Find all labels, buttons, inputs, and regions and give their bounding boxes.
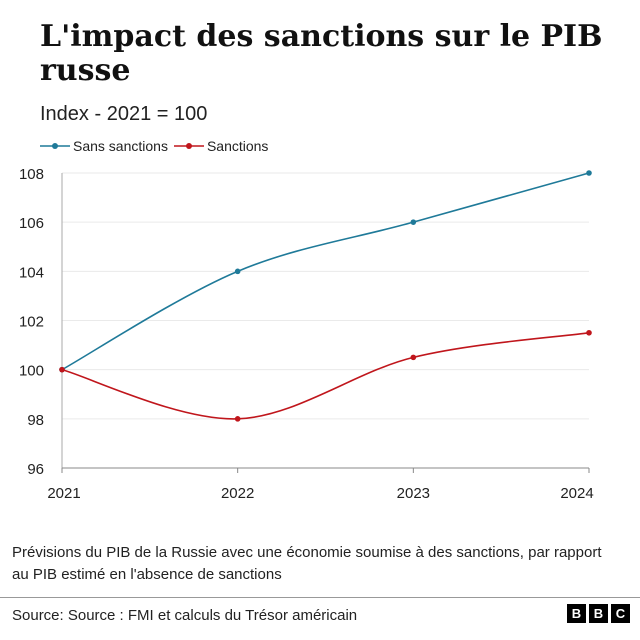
data-point [410, 354, 417, 361]
y-tick-label: 98 [27, 412, 44, 429]
x-tick-label: 2024 [560, 485, 593, 502]
legend-label: Sanctions [206, 138, 269, 154]
chart-title: L'impact des sanctions sur le PIB russe [40, 19, 603, 88]
logo-letter: C [611, 604, 630, 623]
y-tick-label: 108 [19, 166, 44, 183]
legend-item-sanctions: Sanctions [173, 138, 269, 154]
line-chart: 96 98 100 102 104 106 108 2021 2022 2023 2024 [19, 166, 594, 502]
legend-item-sans-sanctions: Sans sanctions [40, 138, 168, 154]
y-tick-label: 100 [19, 363, 44, 380]
logo-letter: B [589, 604, 608, 623]
chart-subtitle: Index - 2021 = 100 [40, 103, 208, 125]
divider [0, 597, 640, 598]
y-tick-label: 106 [19, 215, 44, 232]
legend: Sans sanctions Sanctions [40, 138, 268, 154]
y-tick-label: 102 [19, 314, 44, 331]
data-point [234, 268, 241, 275]
data-point [586, 170, 592, 176]
logo-letter: B [567, 604, 586, 623]
series-line-sans-sanctions [61, 172, 590, 371]
chart-note: Prévisions du PIB de la Russie avec une … [12, 544, 602, 583]
x-tick-label: 2023 [397, 485, 430, 502]
source-text: Source: Source : FMI et calculs du Tréso… [12, 607, 358, 624]
x-tick-label: 2022 [221, 485, 254, 502]
data-point [410, 219, 417, 225]
legend-swatch [40, 143, 70, 149]
legend-swatch [173, 143, 204, 149]
y-tick-label: 104 [19, 264, 44, 281]
series-line-sanctions [61, 331, 590, 420]
data-point [586, 329, 592, 336]
data-point [234, 416, 241, 422]
x-tick-label: 2021 [47, 485, 80, 502]
y-tick-label: 96 [27, 461, 44, 478]
data-point [59, 366, 65, 373]
legend-label: Sans sanctions [73, 138, 168, 154]
